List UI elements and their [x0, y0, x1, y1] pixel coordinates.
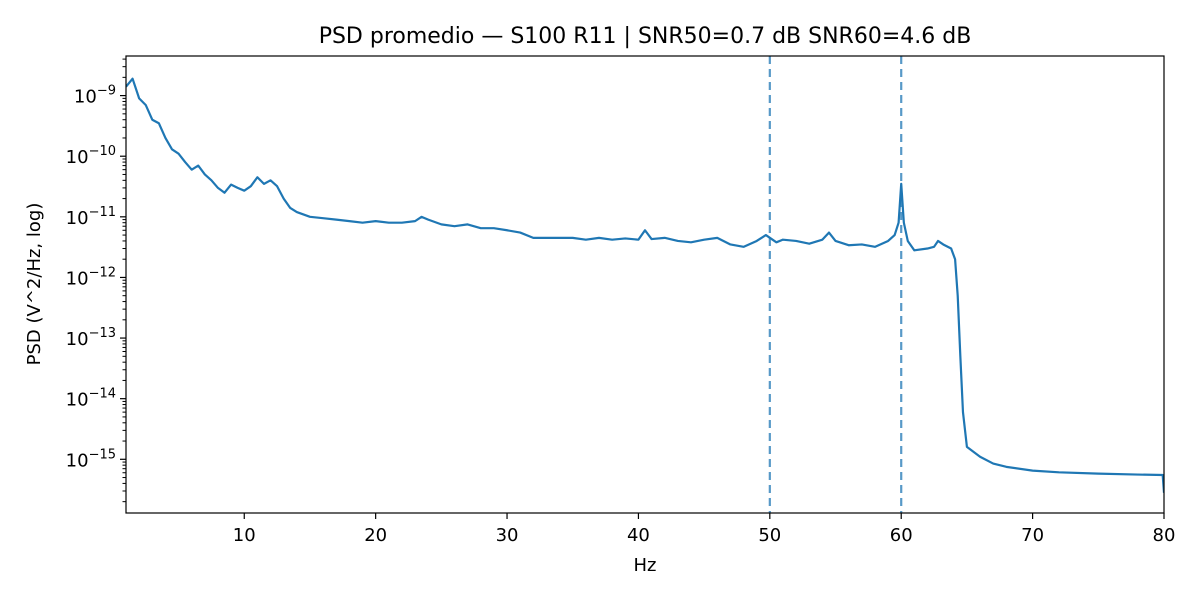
y-tick-label: 10−9 — [74, 84, 116, 108]
y-tick-label: 10−13 — [66, 326, 116, 350]
y-tick-label: 10−12 — [66, 265, 116, 289]
chart-title: PSD promedio — S100 R11 | SNR50=0.7 dB S… — [319, 24, 972, 49]
x-tick-label: 10 — [233, 525, 256, 546]
x-tick-label: 40 — [627, 525, 650, 546]
axes-frame — [125, 55, 1165, 514]
y-tick-label: 10−10 — [66, 144, 116, 168]
x-tick-label: 20 — [364, 525, 387, 546]
y-axis-title: PSD (V^2/Hz, log) — [24, 203, 45, 366]
series-line-0 — [126, 77, 1164, 493]
x-tick-label: 70 — [1021, 525, 1044, 546]
x-tick-label: 50 — [758, 525, 781, 546]
x-tick-label: 80 — [1153, 525, 1176, 546]
y-tick-label: 10−11 — [66, 205, 116, 229]
plot-area: 10−9 10−10 10−11 10−12 10−13 10−14 10−15 10 20 30… — [66, 55, 1176, 546]
x-tick-label: 30 — [496, 525, 519, 546]
x-axis-title: Hz — [634, 555, 657, 576]
y-tick-label: 10−14 — [66, 387, 116, 411]
y-tick-label: 10−15 — [66, 447, 116, 471]
x-tick-label: 60 — [890, 525, 913, 546]
